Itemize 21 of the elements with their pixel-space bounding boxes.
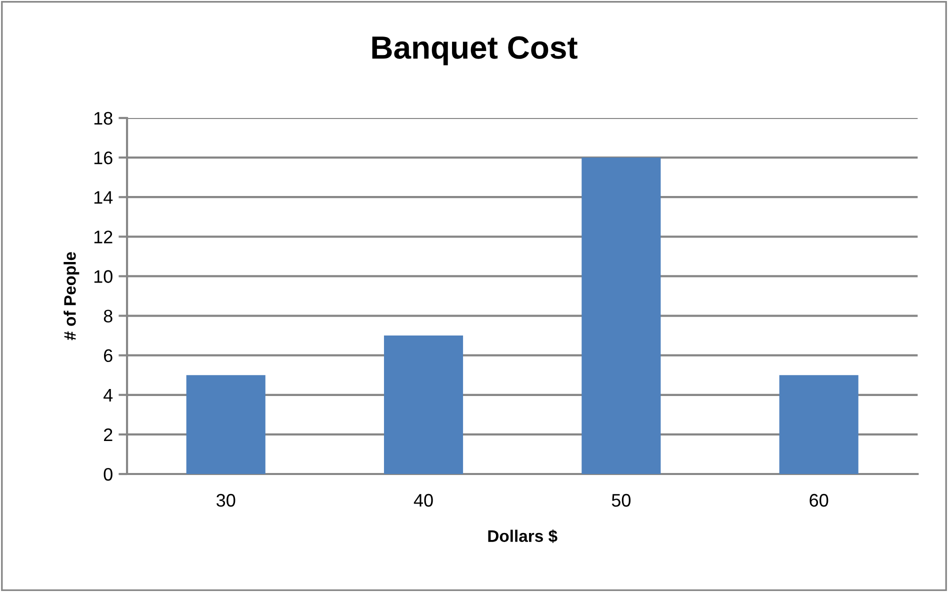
y-tick-label: 18 xyxy=(94,112,112,125)
y-tick-label: 16 xyxy=(94,151,112,164)
y-tick-label: 12 xyxy=(94,230,112,244)
bar xyxy=(582,158,661,474)
bar xyxy=(779,375,858,474)
y-tick-label: 0 xyxy=(104,468,112,481)
x-tick-label: 30 xyxy=(216,494,236,507)
y-tick-label: 8 xyxy=(104,310,112,322)
y-tick-label: 4 xyxy=(104,389,113,402)
x-tick-label: 40 xyxy=(414,494,433,507)
x-tick-label: 60 xyxy=(810,494,828,507)
y-tick-label: 10 xyxy=(94,270,112,283)
bar xyxy=(186,375,266,474)
bar xyxy=(384,336,464,474)
y-tick-label: 6 xyxy=(104,349,112,362)
y-axis-title: # of People xyxy=(64,252,80,340)
chart-title: Banquet Cost xyxy=(372,36,578,66)
x-tick-label: 50 xyxy=(612,494,631,507)
y-tick-label: 14 xyxy=(94,191,113,204)
x-axis-title: Dollars $ xyxy=(488,529,558,544)
y-tick-label: 2 xyxy=(104,428,112,441)
